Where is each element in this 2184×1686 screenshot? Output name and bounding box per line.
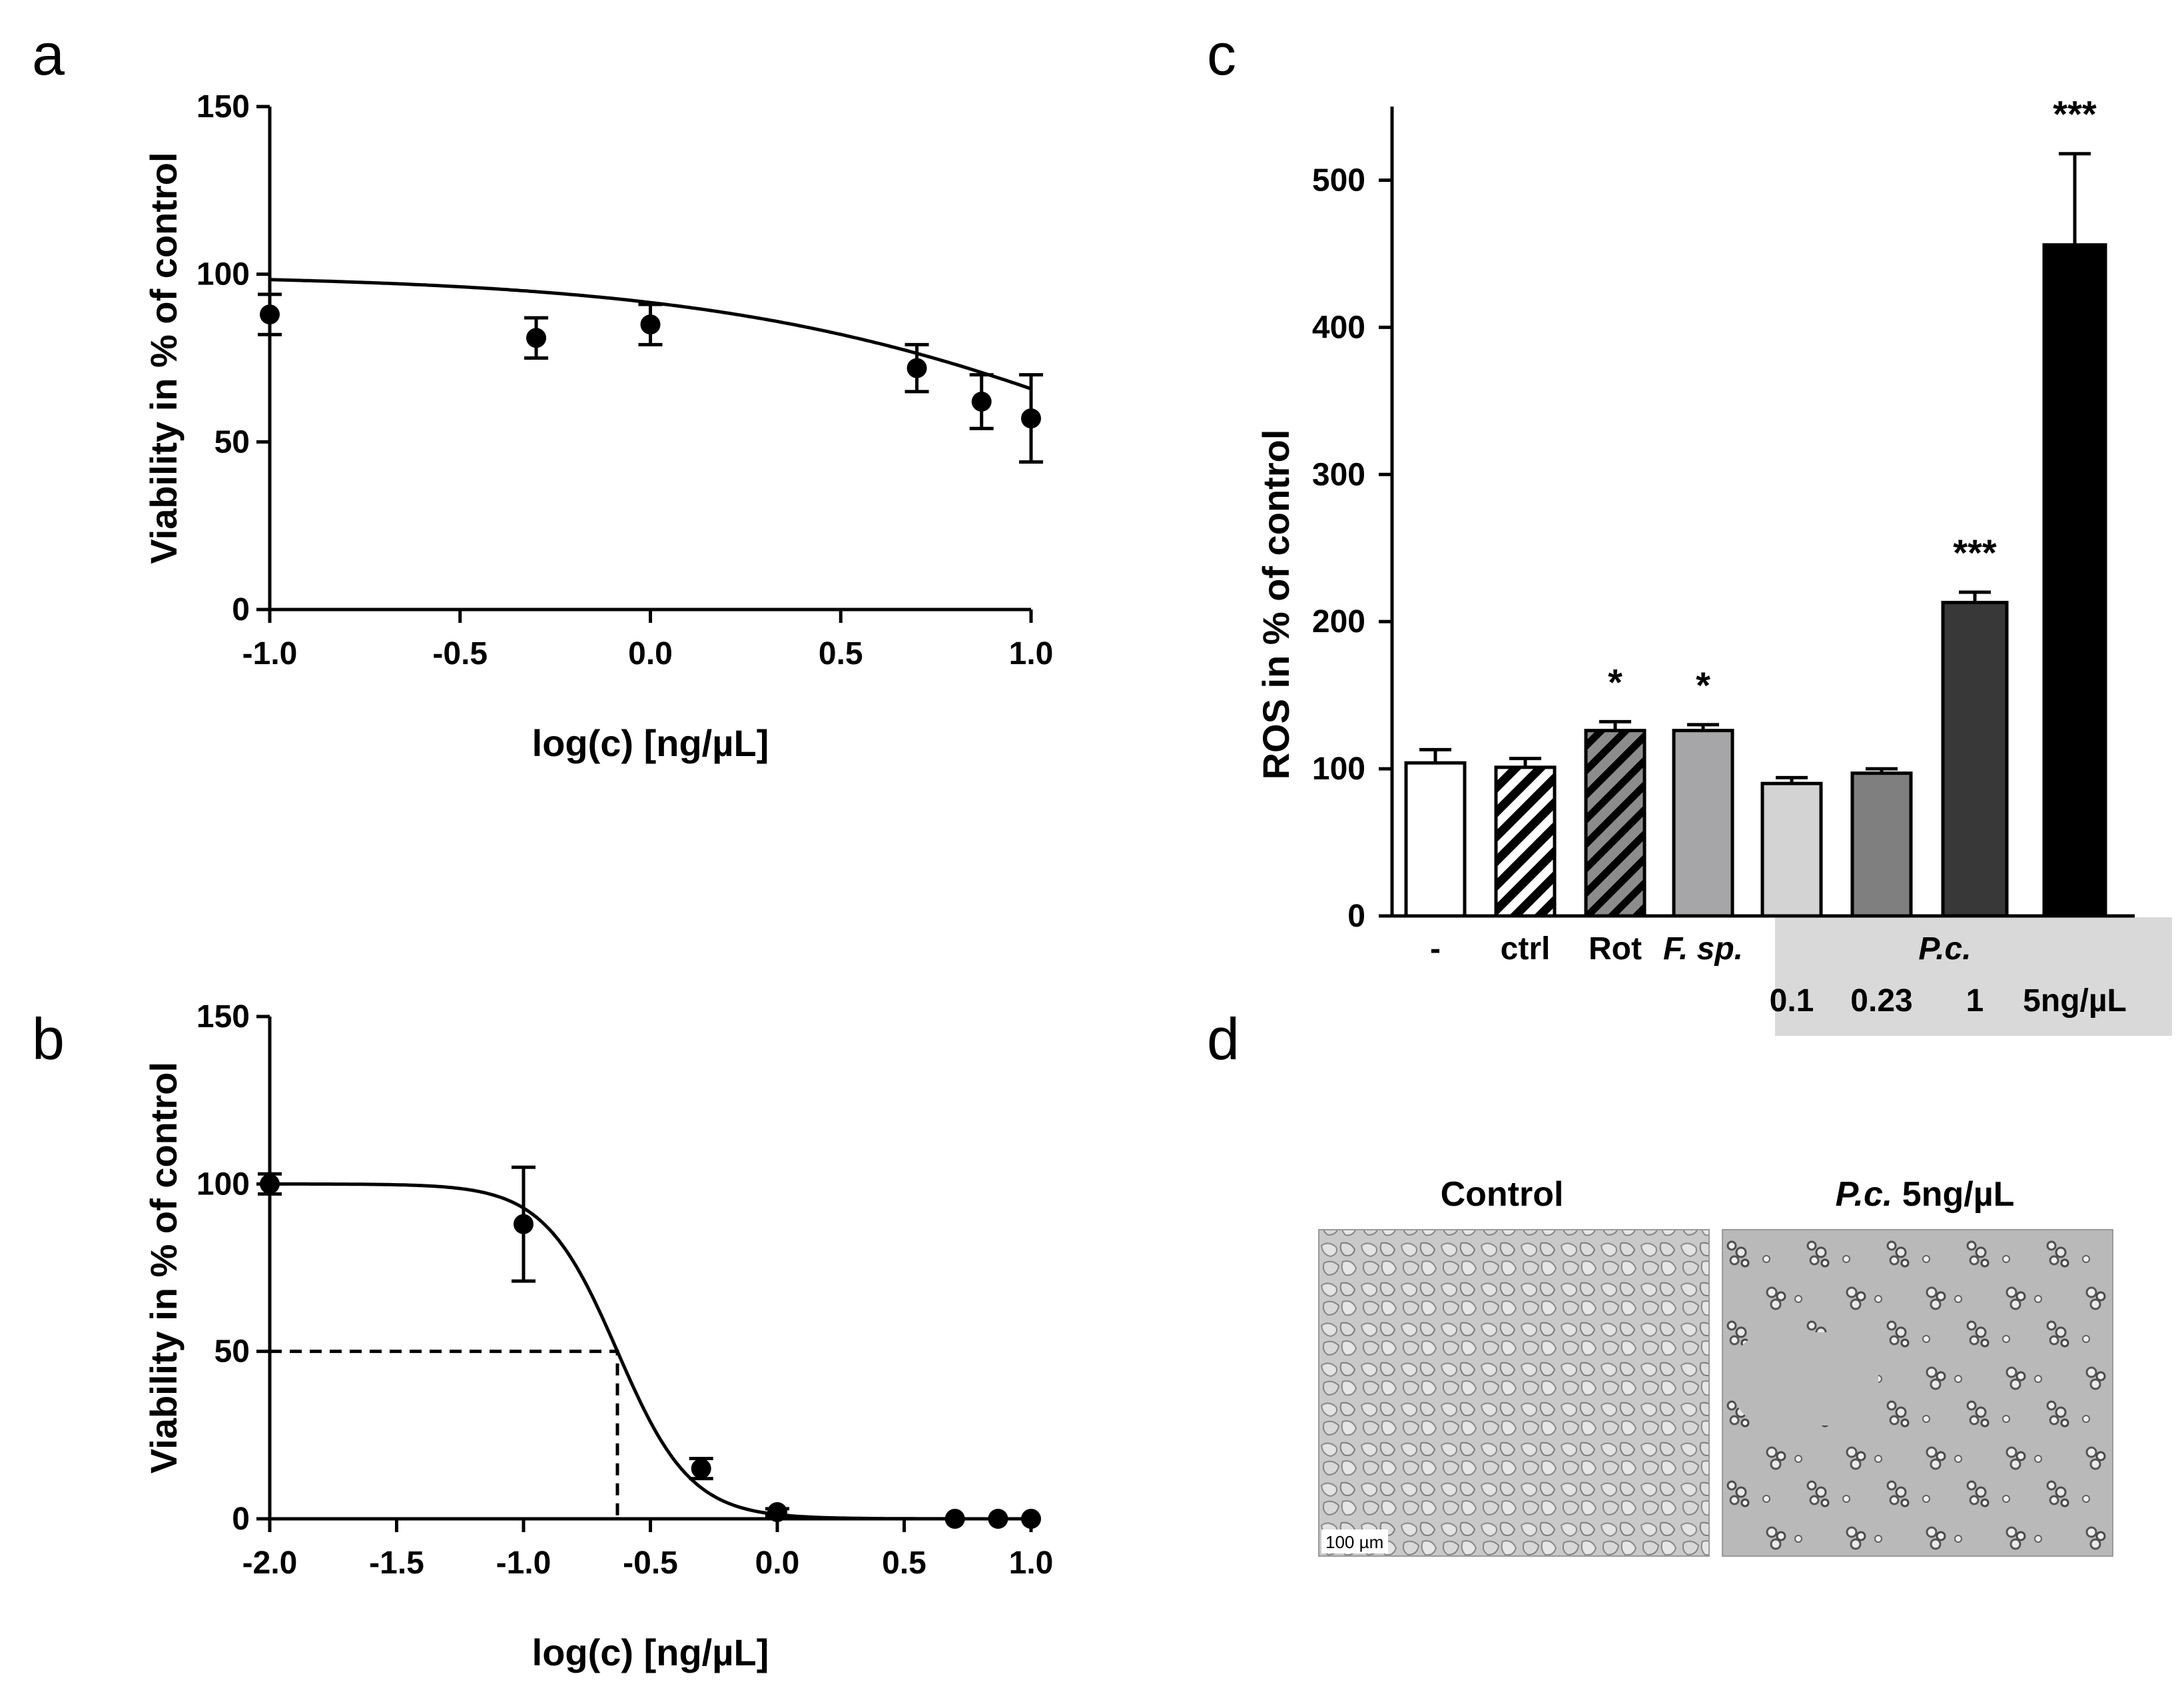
x-tick-label: 0.5 — [882, 1545, 926, 1581]
bar — [1404, 761, 1467, 918]
treated-image-title: P.c. 5ng/µL — [1836, 1175, 2015, 1214]
y-tick-label: 50 — [214, 424, 250, 460]
data-point — [526, 328, 547, 348]
y-tick-label: 100 — [196, 1166, 250, 1202]
y-tick-label: 150 — [196, 89, 250, 125]
x-tick-label: 1.0 — [1009, 636, 1054, 671]
significance-marker: *** — [1953, 532, 1997, 574]
x-tick-label: 0.5 — [819, 636, 863, 671]
data-point — [1021, 408, 1041, 429]
bar — [1494, 765, 1557, 918]
x-tick-label: 0.0 — [755, 1545, 800, 1581]
y-tick-label: 200 — [1312, 604, 1365, 639]
group-label: P.c. — [1918, 931, 1971, 967]
data-point — [971, 391, 992, 412]
fit-curve — [270, 1182, 1031, 1521]
category-label: 5ng/µL — [2023, 983, 2127, 1019]
x-tick-label: -0.5 — [623, 1545, 678, 1581]
control-image-title: Control — [1441, 1175, 1564, 1214]
category-label: 0.1 — [1770, 983, 1814, 1019]
data-point — [767, 1501, 787, 1522]
treated-clear-area — [1732, 1332, 1878, 1426]
bar — [1850, 771, 1913, 918]
treated-title-italic: P.c. — [1836, 1175, 1893, 1214]
bar — [2042, 243, 2107, 918]
y-tick-label: 0 — [232, 592, 250, 628]
x-tick-label: -1.0 — [242, 636, 298, 671]
x-axis-label: log(c) [ng/µL] — [532, 722, 769, 764]
x-tick-label: 0.0 — [628, 636, 673, 671]
category-label: - — [1430, 931, 1441, 967]
scale-bar-label: 100 µm — [1325, 1532, 1383, 1552]
ec50-dashed-guide — [270, 1350, 619, 1519]
y-tick-label: 50 — [214, 1334, 250, 1370]
y-axis-label: Viability in % of control — [143, 152, 184, 564]
y-tick-label: 0 — [232, 1501, 250, 1537]
control-micrograph — [1318, 1229, 1710, 1557]
panel-d-micrographs: Control P.c. 5ng/µL 100 µm — [1318, 1175, 2113, 1557]
data-point — [988, 1509, 1008, 1529]
bar — [1584, 729, 1646, 918]
significance-marker: * — [1608, 661, 1623, 703]
x-tick-label: 1.0 — [1009, 1545, 1054, 1581]
category-label: Rot — [1589, 931, 1642, 967]
y-tick-label: 100 — [196, 257, 250, 292]
panel-letter-b: b — [32, 1006, 65, 1072]
panel-letter-a: a — [32, 21, 65, 87]
category-label: ctrl — [1501, 931, 1551, 967]
x-tick-label: -1.5 — [369, 1545, 424, 1581]
fit-curve — [269, 278, 1032, 390]
y-tick-label: 100 — [1312, 751, 1365, 787]
bar — [1941, 600, 2009, 918]
bar — [1760, 781, 1823, 918]
panel-letter-c: c — [1207, 21, 1236, 87]
significance-marker: *** — [2053, 93, 2097, 135]
data-point — [1021, 1509, 1041, 1529]
x-tick-label: -1.0 — [496, 1545, 551, 1581]
x-tick-label: -2.0 — [242, 1545, 298, 1581]
category-label: 1 — [1966, 983, 1984, 1019]
x-axis-label: log(c) [ng/µL] — [532, 1631, 769, 1673]
panel-b-dose-response-chart: 0 50 100 150 -2.0 -1.5 -1.0 -0.5 0.0 0.5 1.0 log(c)… — [143, 999, 1053, 1673]
category-label: F. sp. — [1663, 931, 1743, 967]
category-label: 0.23 — [1850, 983, 1912, 1019]
data-point — [514, 1214, 534, 1234]
y-axis-label: Viability in % of control — [143, 1062, 184, 1474]
y-tick-label: 500 — [1312, 163, 1365, 198]
x-tick-label: -0.5 — [432, 636, 488, 671]
data-point — [640, 314, 661, 335]
panel-letter-d: d — [1207, 1006, 1240, 1072]
pc-group-box — [1775, 917, 2172, 1036]
data-point — [260, 304, 280, 325]
data-point — [260, 1174, 280, 1194]
y-axis-label: ROS in % of control — [1255, 430, 1297, 780]
treated-title-rest: 5ng/µL — [1892, 1175, 2014, 1214]
data-point — [907, 358, 927, 378]
y-tick-label: 0 — [1347, 899, 1365, 934]
significance-marker: * — [1696, 664, 1710, 706]
y-tick-label: 400 — [1312, 310, 1365, 345]
bar — [1672, 729, 1734, 918]
data-point — [691, 1458, 711, 1479]
scale-bar-background — [1321, 1529, 1388, 1553]
y-tick-label: 300 — [1312, 457, 1365, 492]
data-point — [944, 1509, 965, 1529]
panel-a-dose-response-chart: 0 50 100 150 -1.0 -0.5 0.0 0.5 1.0 log(c) [ng/µL]… — [143, 89, 1053, 764]
y-tick-label: 150 — [196, 999, 250, 1035]
